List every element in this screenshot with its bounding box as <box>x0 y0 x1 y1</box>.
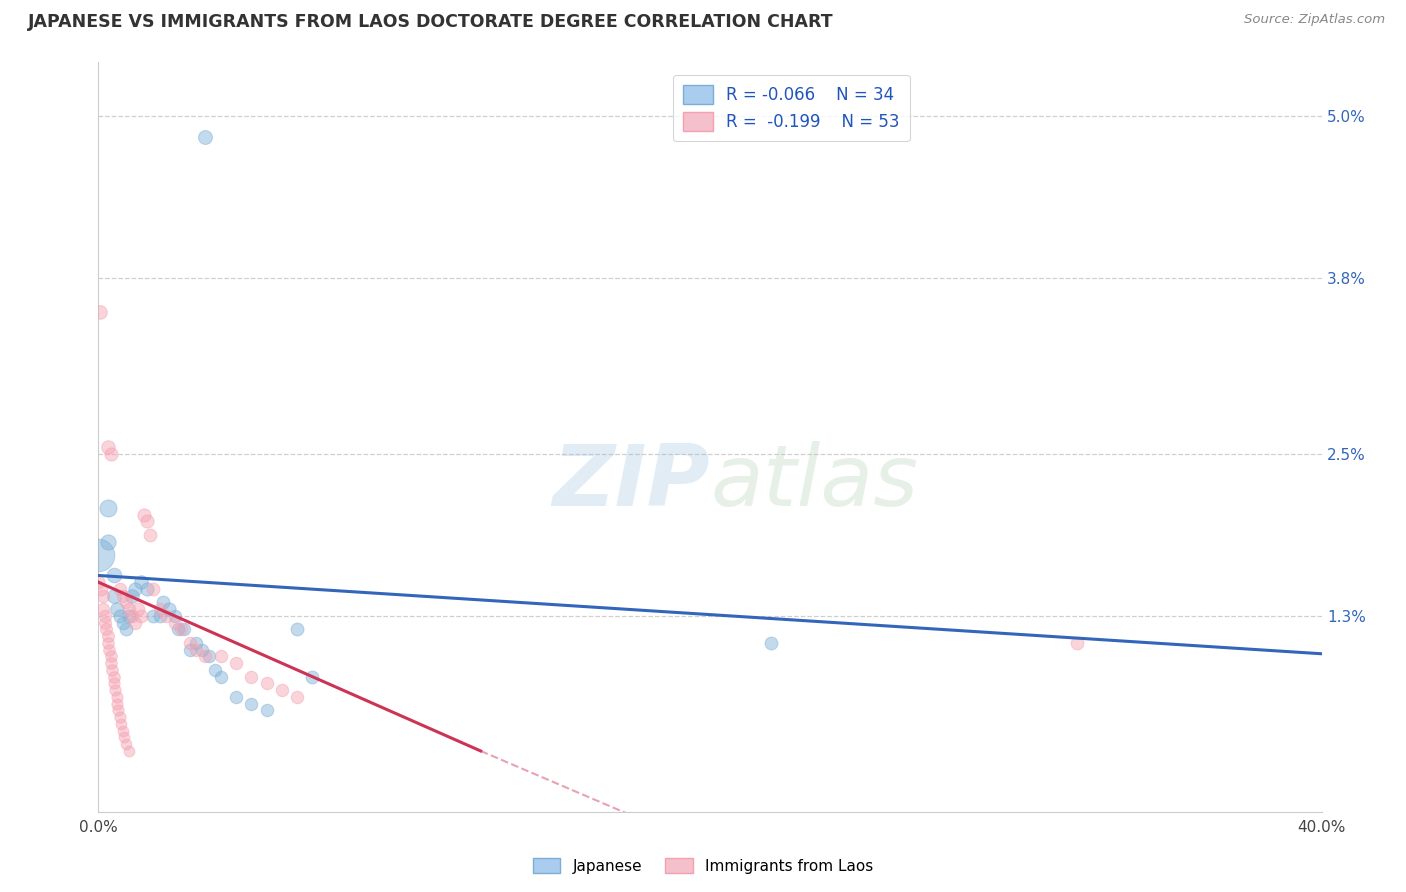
Point <box>108 710 131 724</box>
Text: ZIP: ZIP <box>553 441 710 524</box>
Point <box>103 670 125 684</box>
Point <box>111 615 134 630</box>
Point <box>97 440 120 454</box>
Point <box>100 649 122 664</box>
Point <box>124 615 146 630</box>
Point <box>155 609 177 624</box>
Point <box>91 602 114 616</box>
Point <box>163 609 186 624</box>
Point <box>93 615 115 630</box>
Point <box>100 657 122 671</box>
Text: JAPANESE VS IMMIGRANTS FROM LAOS DOCTORATE DEGREE CORRELATION CHART: JAPANESE VS IMMIGRANTS FROM LAOS DOCTORA… <box>28 13 834 31</box>
Point <box>105 697 128 711</box>
Point <box>108 582 131 596</box>
Point <box>91 589 114 603</box>
Point <box>87 548 110 562</box>
Point <box>197 649 219 664</box>
Point <box>240 670 263 684</box>
Point <box>134 508 156 522</box>
Point <box>97 534 120 549</box>
Point <box>98 642 121 657</box>
Point <box>121 589 143 603</box>
Point <box>186 642 208 657</box>
Point <box>115 737 138 751</box>
Point <box>152 595 174 609</box>
Point <box>107 703 129 717</box>
Point <box>270 683 294 698</box>
Point <box>118 602 141 616</box>
Point <box>94 623 117 637</box>
Point <box>209 670 232 684</box>
Point <box>191 642 214 657</box>
Point <box>173 623 195 637</box>
Point <box>110 717 132 731</box>
Point <box>149 609 172 624</box>
Point <box>139 528 162 542</box>
Text: Source: ZipAtlas.com: Source: ZipAtlas.com <box>1244 13 1385 27</box>
Point <box>118 744 141 758</box>
Point <box>124 582 146 596</box>
Point <box>87 575 110 590</box>
Point <box>129 575 152 590</box>
Point <box>149 602 172 616</box>
Point <box>129 609 152 624</box>
Point <box>127 602 149 616</box>
Point <box>97 636 120 650</box>
Point <box>115 595 138 609</box>
Point <box>105 602 128 616</box>
Point <box>194 649 217 664</box>
Point <box>89 305 111 319</box>
Point <box>90 582 112 596</box>
Point <box>285 690 308 704</box>
Point <box>225 657 247 671</box>
Point <box>179 636 201 650</box>
Point <box>121 609 143 624</box>
Point <box>111 589 134 603</box>
Point <box>194 129 217 144</box>
Point <box>225 690 247 704</box>
Point <box>103 568 125 582</box>
Point <box>136 582 159 596</box>
Point <box>136 515 159 529</box>
Point <box>167 623 190 637</box>
Point <box>142 582 165 596</box>
Legend: Japanese, Immigrants from Laos: Japanese, Immigrants from Laos <box>527 852 879 880</box>
Point <box>97 500 120 515</box>
Point <box>142 609 165 624</box>
Point <box>170 623 193 637</box>
Point <box>761 636 783 650</box>
Point <box>240 697 263 711</box>
Point <box>97 629 120 643</box>
Point <box>103 589 125 603</box>
Point <box>118 609 141 624</box>
Point <box>101 663 124 677</box>
Point <box>103 676 125 690</box>
Point <box>256 703 278 717</box>
Point <box>100 447 122 461</box>
Point <box>157 602 180 616</box>
Point <box>179 642 201 657</box>
Point <box>93 609 115 624</box>
Point <box>285 623 308 637</box>
Point <box>204 663 226 677</box>
Point <box>111 723 134 738</box>
Point <box>108 609 131 624</box>
Point <box>115 623 138 637</box>
Point <box>186 636 208 650</box>
Point <box>112 731 135 745</box>
Point <box>105 690 128 704</box>
Point <box>104 683 127 698</box>
Point <box>256 676 278 690</box>
Legend: R = -0.066    N = 34, R =  -0.199    N = 53: R = -0.066 N = 34, R = -0.199 N = 53 <box>673 75 910 141</box>
Point <box>301 670 323 684</box>
Point <box>1066 636 1088 650</box>
Text: atlas: atlas <box>710 441 918 524</box>
Point <box>209 649 232 664</box>
Point <box>163 615 186 630</box>
